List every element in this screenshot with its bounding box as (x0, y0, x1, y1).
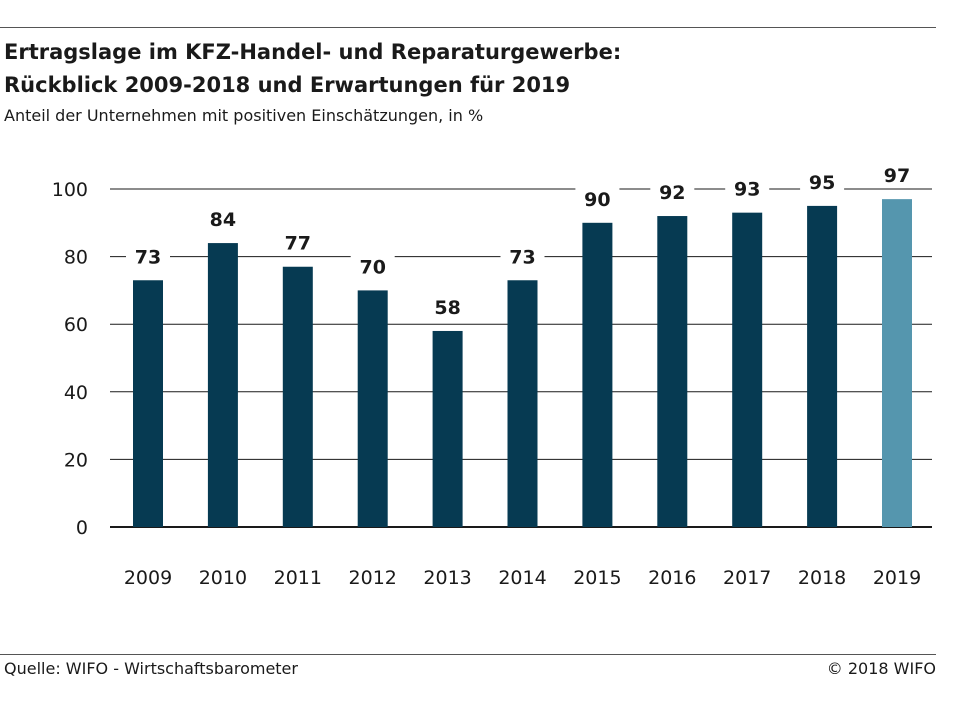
value-label-bg (275, 230, 320, 255)
value-label-bg (725, 176, 770, 201)
value-label-2017: 93 (734, 179, 760, 201)
x-tick-label-2014: 2014 (498, 567, 546, 589)
y-tick-label: 80 (64, 247, 88, 269)
value-label-bg (875, 163, 919, 188)
chart-subtitle: Anteil der Unternehmen mit positiven Ein… (4, 106, 484, 125)
bar-2012 (357, 290, 388, 527)
value-labels: 73 84 77 70 58 73 90 92 93 95 97 (126, 163, 919, 319)
bottom-rule (0, 654, 936, 655)
y-tick-label: 60 (64, 314, 88, 336)
bar-2019 (882, 199, 912, 527)
x-tick-label-2009: 2009 (124, 567, 172, 589)
value-label-2014: 73 (509, 246, 535, 268)
value-label-2009: 73 (135, 246, 161, 268)
bar-2016 (657, 216, 688, 528)
bar-2013 (432, 330, 463, 527)
x-tick-label-2013: 2013 (423, 567, 471, 589)
bar-2014 (507, 280, 538, 527)
y-tick-label: 100 (52, 179, 88, 201)
value-label-bg (126, 244, 170, 269)
x-tick-label-2019: 2019 (873, 567, 921, 589)
value-label-2019: 97 (884, 165, 910, 187)
value-label-bg (800, 169, 845, 194)
bar-2018 (807, 205, 838, 527)
y-tick-label: 0 (76, 517, 88, 539)
chart-title-line1: Ertragslage im KFZ-Handel- und Reparatur… (4, 40, 622, 64)
bar-2009 (133, 280, 163, 527)
value-label-bg (350, 254, 395, 279)
bar-2011 (282, 266, 313, 527)
x-tick-label-2010: 2010 (199, 567, 247, 589)
value-label-2016: 92 (659, 182, 685, 204)
value-label-bg (650, 180, 695, 205)
value-label-2010: 84 (210, 209, 236, 231)
bar-2017 (732, 212, 763, 527)
x-tick-label-2016: 2016 (648, 567, 696, 589)
value-label-2015: 90 (584, 189, 610, 211)
x-axis-ticks: 2009 2010 2011 2012 2013 2014 2015 2016 2017 2018… (124, 567, 921, 589)
y-axis-ticks: 0 20 40 60 80 100 (52, 179, 88, 539)
source-note: Quelle: WIFO - Wirtschaftsbarometer (4, 659, 298, 678)
x-tick-label-2018: 2018 (798, 567, 846, 589)
y-tick-label: 20 (64, 449, 88, 471)
x-tick-label-2012: 2012 (349, 567, 397, 589)
top-rule (0, 27, 936, 28)
x-tick-label-2015: 2015 (573, 567, 621, 589)
value-label-bg (500, 244, 545, 269)
bars (133, 199, 912, 528)
chart-title-line2: Rückblick 2009-2018 und Erwartungen für … (4, 73, 571, 97)
value-label-bg (200, 207, 245, 232)
value-label-bg (425, 294, 470, 319)
value-label-2013: 58 (434, 297, 460, 319)
value-label-2018: 95 (809, 172, 835, 194)
y-tick-label: 40 (64, 382, 88, 404)
copyright-note: © 2018 WIFO (826, 659, 936, 678)
value-label-2012: 70 (359, 256, 385, 278)
chart-title: Ertragslage im KFZ-Handel- und Reparatur… (4, 36, 934, 102)
bar-2015 (582, 222, 613, 528)
bar-2010 (207, 243, 238, 527)
x-tick-label-2017: 2017 (723, 567, 771, 589)
value-label-2011: 77 (285, 233, 311, 255)
value-label-bg (575, 186, 620, 211)
x-tick-label-2011: 2011 (274, 567, 322, 589)
